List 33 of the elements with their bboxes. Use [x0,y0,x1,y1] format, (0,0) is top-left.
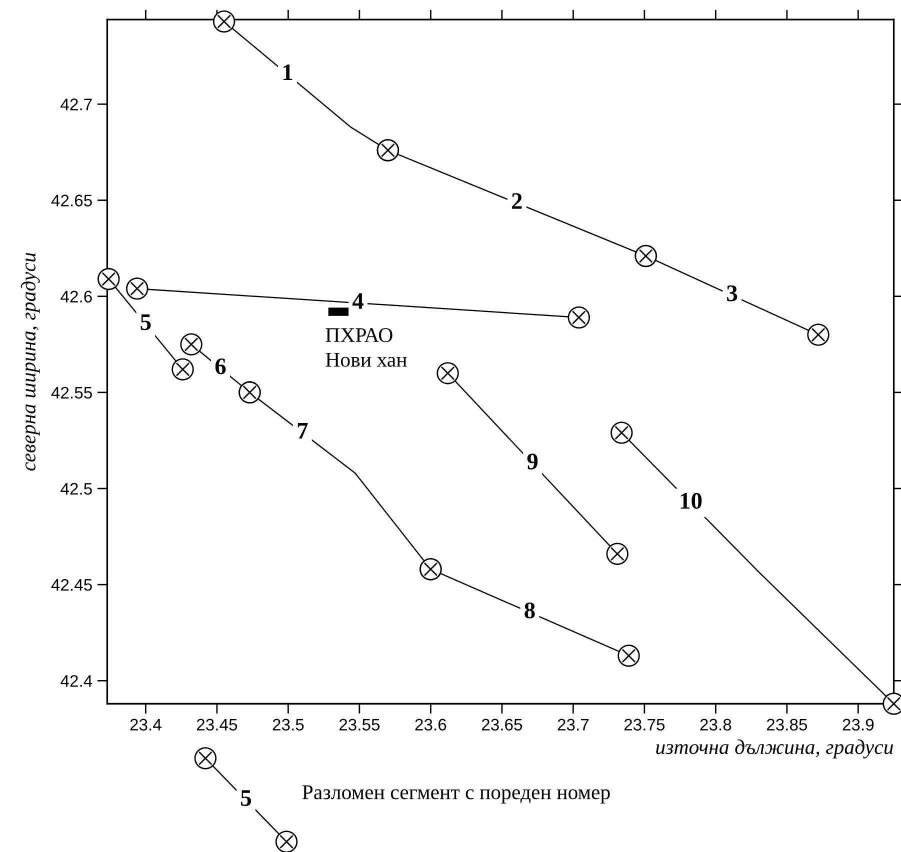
series-label: 9 [527,454,538,470]
x-tick-label: 23.45 [196,718,238,731]
x-tick-label: 23.85 [766,718,808,731]
y-tick-label: 42.4 [60,675,92,687]
x-tick-label: 23.5 [272,718,304,731]
series-label: 8 [524,602,535,618]
x-tick-label: 23.75 [624,718,665,731]
x-axis-title: източна дължина, градуси [656,739,894,758]
x-tick-label: 23.4 [130,718,162,731]
series-label: 7 [298,422,308,438]
x-tick-label: 23.6 [415,718,446,731]
text: Разломен сегмент с пореден номер [302,785,610,804]
series-label: 3 [727,285,738,302]
x-tick-label: 23.65 [482,718,522,731]
y-tick-label: 42.6 [60,290,92,303]
y-tick-label: 42.65 [51,194,92,206]
series-label: 6 [215,358,226,374]
x-tick-label: 23.55 [339,718,380,731]
y-tick-label: 42.5 [60,482,92,495]
x-tick-label: 23.7 [558,718,589,731]
series-label: 2 [512,193,522,209]
y-tick-label: 42.55 [51,386,92,399]
text: 5 [241,790,252,806]
x-tick-label: 23.9 [842,718,874,731]
series-label: 1 [283,64,292,80]
legend-label: 4 [352,293,364,309]
x-tick-label: 23.8 [700,718,732,731]
y-tick-label: 42.45 [51,579,92,591]
series-label: 10 [680,492,702,509]
y-axis-title: северна ширина, градуси [20,252,40,471]
series-label: 5 [140,314,151,330]
annotation: ПХРАО Нови хан [326,328,407,367]
y-tick-label: 42.7 [60,98,92,110]
